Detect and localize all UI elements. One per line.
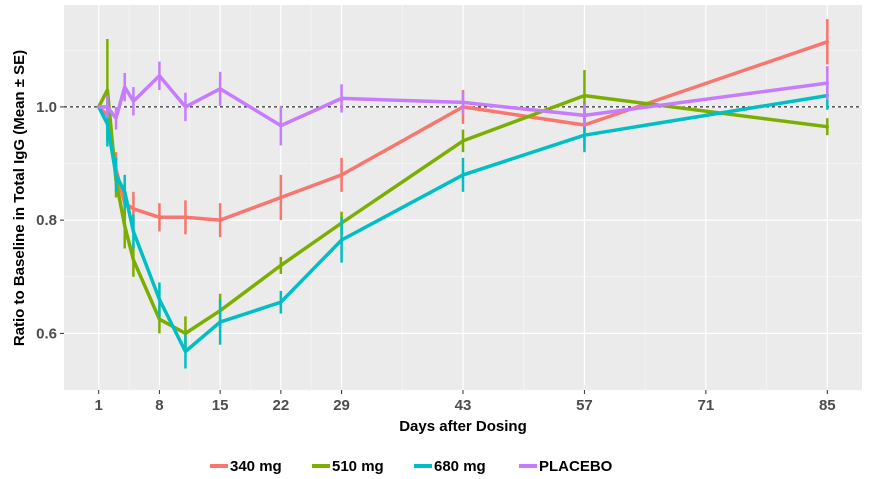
- y-axis-title: Ratio to Baseline in Total IgG (Mean ± S…: [11, 50, 28, 346]
- x-tick-label: 22: [273, 397, 290, 414]
- legend-label: PLACEBO: [539, 458, 613, 475]
- x-tick-label: 43: [455, 397, 472, 414]
- legend-label: 340 mg: [230, 458, 282, 475]
- x-tick-label: 15: [212, 397, 229, 414]
- legend-item-0: 340 mg: [210, 458, 282, 475]
- y-axis: 0.6 0.8 1.0: [36, 99, 64, 342]
- x-tick-label: 71: [698, 397, 715, 414]
- legend-item-3: PLACEBO: [519, 458, 613, 475]
- x-axis-title: Days after Dosing: [399, 418, 527, 435]
- x-tick-label: 29: [333, 397, 350, 414]
- legend-label: 510 mg: [332, 458, 384, 475]
- y-tick-label: 0.6: [36, 325, 57, 342]
- x-axis: 1 8 15 22 29 43 57 71 85: [95, 390, 836, 414]
- legend-label: 680 mg: [434, 458, 486, 475]
- x-tick-label: 85: [819, 397, 836, 414]
- series-3: [96, 61, 830, 146]
- legend: 340 mg 510 mg 680 mg PLACEBO: [210, 458, 613, 475]
- y-tick-label: 0.8: [36, 212, 57, 229]
- series-layer: [96, 19, 830, 369]
- y-tick-label: 1.0: [36, 99, 57, 116]
- series-2: [96, 81, 830, 369]
- x-tick-label: 1: [95, 397, 103, 414]
- legend-item-1: 510 mg: [312, 458, 384, 475]
- legend-item-2: 680 mg: [414, 458, 486, 475]
- x-tick-label: 8: [155, 397, 163, 414]
- x-tick-label: 57: [576, 397, 593, 414]
